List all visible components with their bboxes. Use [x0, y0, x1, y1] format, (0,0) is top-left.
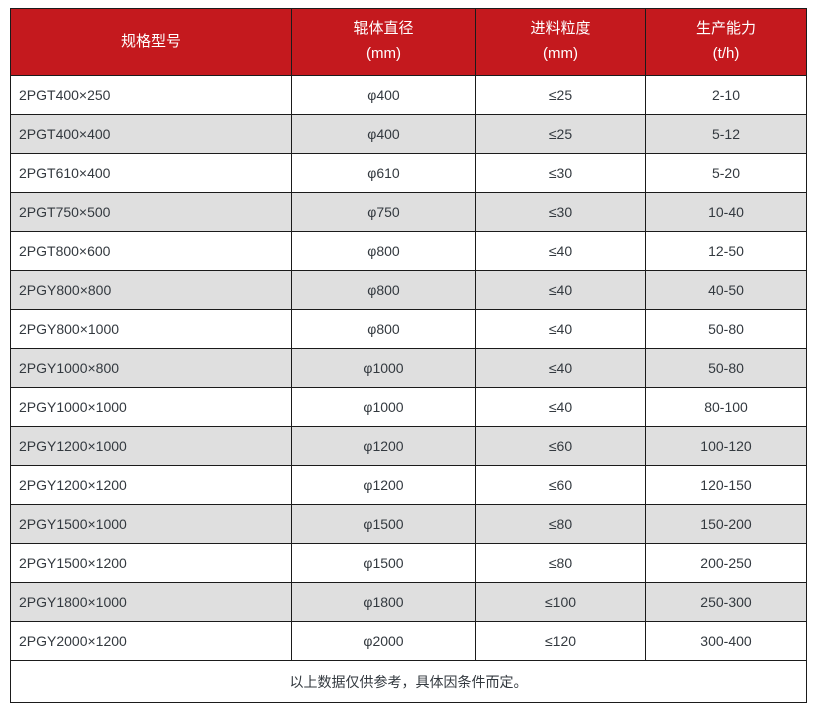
cell-capacity: 150-200 [645, 504, 807, 544]
cell-capacity: 120-150 [645, 465, 807, 505]
column-header-feed-size-unit: (mm) [543, 45, 578, 62]
cell-model: 2PGY1500×1000 [10, 504, 292, 544]
cell-roller-diameter: φ1500 [291, 543, 476, 583]
cell-capacity: 50-80 [645, 348, 807, 388]
cell-model: 2PGY1000×1000 [10, 387, 292, 427]
cell-feed-size: ≤40 [475, 231, 646, 271]
cell-roller-diameter: φ800 [291, 270, 476, 310]
cell-model: 2PGY800×800 [10, 270, 292, 310]
cell-roller-diameter: φ750 [291, 192, 476, 232]
cell-feed-size: ≤80 [475, 543, 646, 583]
cell-model: 2PGT400×400 [10, 114, 292, 154]
table-header-row: 规格型号 辊体直径 (mm) 进料粒度 (mm) 生产能力 (t/h) [10, 8, 807, 76]
cell-model: 2PGY2000×1200 [10, 621, 292, 661]
column-header-model: 规格型号 [10, 8, 292, 76]
cell-model: 2PGY1500×1200 [10, 543, 292, 583]
cell-capacity: 40-50 [645, 270, 807, 310]
table-row: 2PGT750×500 φ750 ≤30 10-40 [10, 192, 807, 232]
cell-model: 2PGT800×600 [10, 231, 292, 271]
table-row: 2PGY1200×1000 φ1200 ≤60 100-120 [10, 426, 807, 466]
cell-capacity: 12-50 [645, 231, 807, 271]
cell-feed-size: ≤30 [475, 153, 646, 193]
cell-feed-size: ≤25 [475, 114, 646, 154]
column-header-capacity: 生产能力 (t/h) [645, 8, 807, 76]
table-header: 规格型号 辊体直径 (mm) 进料粒度 (mm) 生产能力 (t/h) [10, 8, 807, 76]
cell-capacity: 50-80 [645, 309, 807, 349]
cell-model: 2PGY1800×1000 [10, 582, 292, 622]
cell-capacity: 80-100 [645, 387, 807, 427]
table-footer: 以上数据仅供参考，具体因条件而定。 [10, 660, 807, 703]
column-header-roller-diameter-unit: (mm) [366, 45, 401, 62]
column-header-capacity-line1: 生产能力 [695, 20, 756, 38]
table-row: 2PGT800×600 φ800 ≤40 12-50 [10, 231, 807, 271]
table-row: 2PGT400×400 φ400 ≤25 5-12 [10, 114, 807, 154]
table-row: 2PGY1500×1000 φ1500 ≤80 150-200 [10, 504, 807, 544]
cell-roller-diameter: φ1500 [291, 504, 476, 544]
column-header-capacity-unit: (t/h) [712, 45, 740, 62]
cell-model: 2PGT750×500 [10, 192, 292, 232]
table-row: 2PGT610×400 φ610 ≤30 5-20 [10, 153, 807, 193]
cell-feed-size: ≤40 [475, 270, 646, 310]
cell-capacity: 300-400 [645, 621, 807, 661]
cell-capacity: 10-40 [645, 192, 807, 232]
cell-feed-size: ≤60 [475, 465, 646, 505]
roller-crusher-spec-table: 规格型号 辊体直径 (mm) 进料粒度 (mm) 生产能力 (t/h) 2PGT… [10, 8, 807, 703]
table-row: 2PGY1000×800 φ1000 ≤40 50-80 [10, 348, 807, 388]
table-row: 2PGY2000×1200 φ2000 ≤120 300-400 [10, 621, 807, 661]
cell-roller-diameter: φ610 [291, 153, 476, 193]
column-header-roller-diameter-line1: 辊体直径 [353, 20, 414, 38]
cell-roller-diameter: φ400 [291, 75, 476, 115]
cell-roller-diameter: φ1000 [291, 348, 476, 388]
cell-model: 2PGY1200×1000 [10, 426, 292, 466]
cell-model: 2PGY1000×800 [10, 348, 292, 388]
table-body: 2PGT400×250 φ400 ≤25 2-10 2PGT400×400 φ400 ≤25… [10, 75, 807, 661]
cell-roller-diameter: φ1200 [291, 426, 476, 466]
table-row: 2PGY1200×1200 φ1200 ≤60 120-150 [10, 465, 807, 505]
table-row: 2PGY1000×1000 φ1000 ≤40 80-100 [10, 387, 807, 427]
cell-roller-diameter: φ2000 [291, 621, 476, 661]
cell-capacity: 200-250 [645, 543, 807, 583]
cell-feed-size: ≤40 [475, 348, 646, 388]
column-header-feed-size: 进料粒度 (mm) [475, 8, 646, 76]
cell-feed-size: ≤25 [475, 75, 646, 115]
cell-feed-size: ≤30 [475, 192, 646, 232]
cell-model: 2PGY1200×1200 [10, 465, 292, 505]
cell-capacity: 250-300 [645, 582, 807, 622]
cell-roller-diameter: φ1200 [291, 465, 476, 505]
cell-roller-diameter: φ1000 [291, 387, 476, 427]
cell-capacity: 5-12 [645, 114, 807, 154]
cell-roller-diameter: φ800 [291, 231, 476, 271]
cell-capacity: 2-10 [645, 75, 807, 115]
table-row: 2PGT400×250 φ400 ≤25 2-10 [10, 75, 807, 115]
cell-model: 2PGT610×400 [10, 153, 292, 193]
table-row: 2PGY800×800 φ800 ≤40 40-50 [10, 270, 807, 310]
cell-feed-size: ≤40 [475, 309, 646, 349]
column-header-roller-diameter: 辊体直径 (mm) [291, 8, 476, 76]
cell-roller-diameter: φ1800 [291, 582, 476, 622]
cell-capacity: 5-20 [645, 153, 807, 193]
cell-model: 2PGT400×250 [10, 75, 292, 115]
cell-model: 2PGY800×1000 [10, 309, 292, 349]
column-header-feed-size-line1: 进料粒度 [530, 20, 591, 38]
table-row: 2PGY1800×1000 φ1800 ≤100 250-300 [10, 582, 807, 622]
cell-feed-size: ≤80 [475, 504, 646, 544]
cell-feed-size: ≤60 [475, 426, 646, 466]
footnote-row: 以上数据仅供参考，具体因条件而定。 [10, 660, 807, 703]
cell-capacity: 100-120 [645, 426, 807, 466]
cell-roller-diameter: φ800 [291, 309, 476, 349]
table-row: 2PGY1500×1200 φ1500 ≤80 200-250 [10, 543, 807, 583]
footnote-text: 以上数据仅供参考，具体因条件而定。 [10, 660, 807, 703]
cell-feed-size: ≤120 [475, 621, 646, 661]
column-header-model-line1: 规格型号 [120, 32, 181, 50]
cell-feed-size: ≤40 [475, 387, 646, 427]
cell-roller-diameter: φ400 [291, 114, 476, 154]
cell-feed-size: ≤100 [475, 582, 646, 622]
table-row: 2PGY800×1000 φ800 ≤40 50-80 [10, 309, 807, 349]
